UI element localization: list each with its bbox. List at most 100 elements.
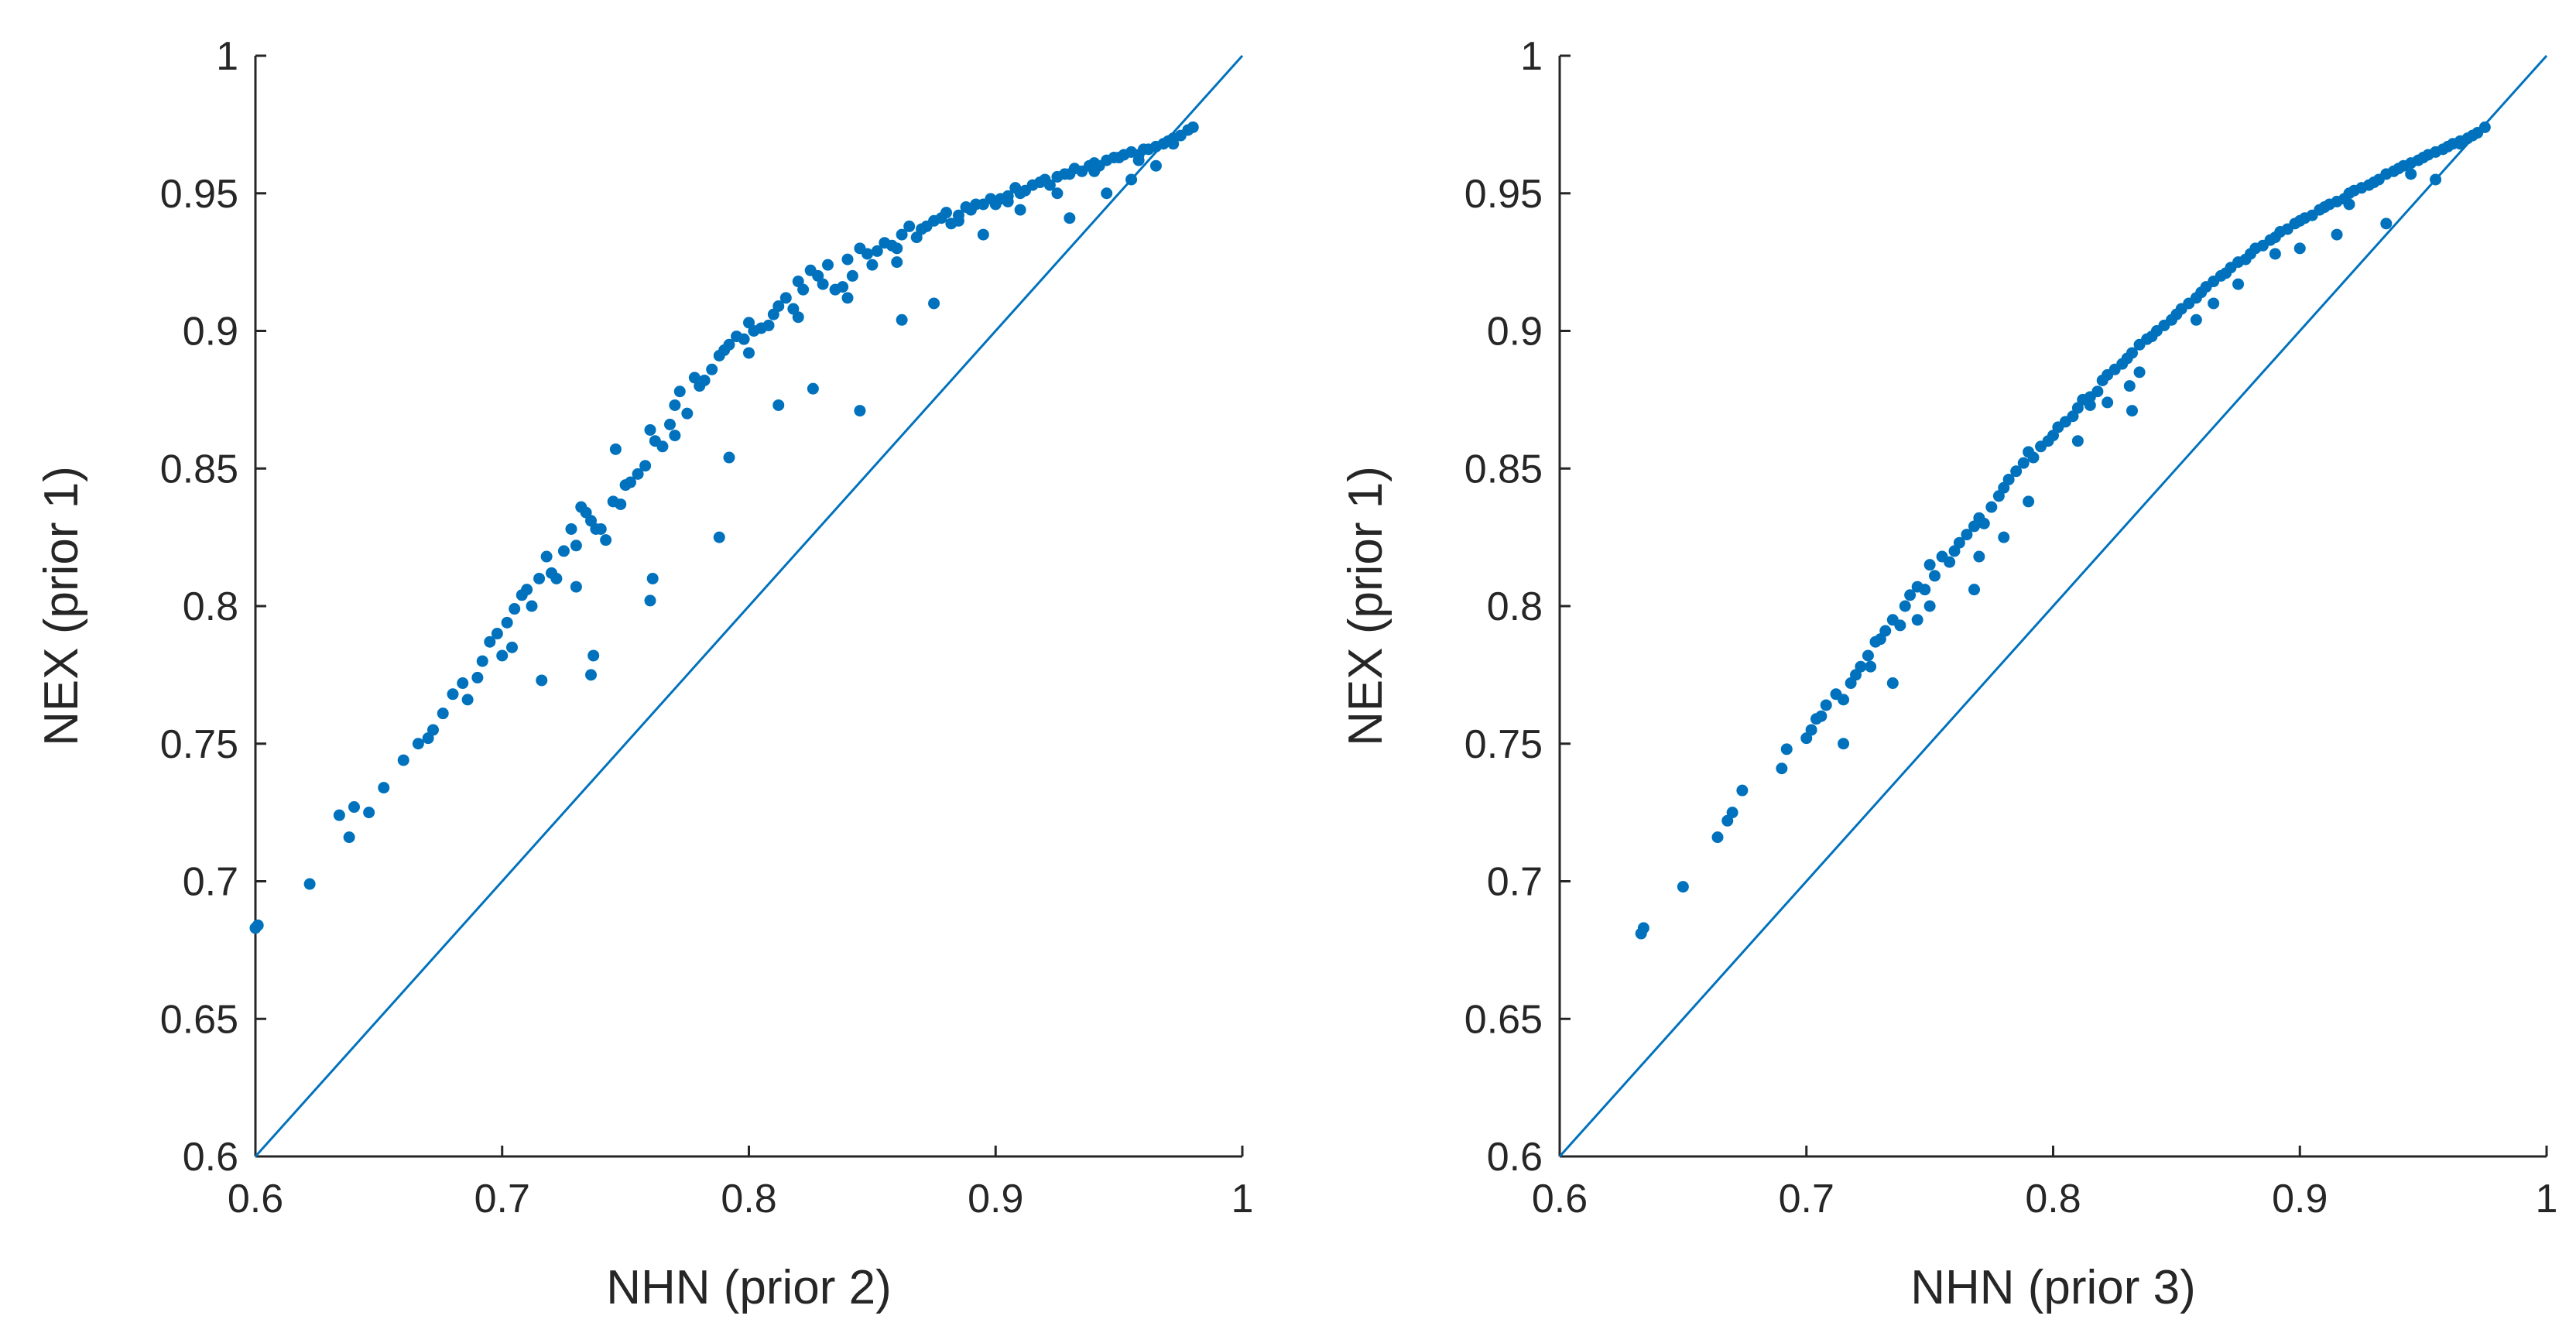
scatter-point	[822, 259, 834, 271]
scatter-point	[1736, 784, 1749, 797]
scatter-point	[565, 522, 577, 535]
scatter-point	[378, 782, 390, 794]
scatter-point	[891, 242, 903, 255]
scatter-point	[521, 584, 533, 596]
scatter-point	[491, 628, 503, 640]
scatter-point	[1064, 212, 1076, 224]
scatter-point	[2126, 347, 2138, 359]
x-tick-label: 0.8	[721, 1177, 776, 1221]
scatter-point	[1911, 614, 1923, 626]
x-tick-label: 0.9	[2272, 1177, 2328, 1221]
scatter-point	[632, 468, 644, 480]
scatter-point	[772, 300, 785, 313]
scatter-point	[2454, 138, 2466, 150]
scatter-point	[2126, 405, 2138, 417]
scatter-point	[2380, 218, 2393, 230]
scatter-point	[837, 281, 849, 293]
scatter-point	[333, 809, 345, 821]
y-tick-label: 0.7	[1487, 860, 1543, 905]
scatter-point	[1125, 173, 1138, 186]
scatter-point	[2010, 465, 2023, 478]
scatter-point	[2293, 242, 2306, 255]
scatter-point	[1815, 710, 1828, 722]
scatter-point	[1886, 677, 1899, 690]
scatter-panel-left: 0.6 0.7 0.8 0.9 1 0.6 0.65 0.7 0.75 0.8 0.85 0.9 0.9…	[35, 34, 1253, 1314]
scatter-point	[2232, 278, 2245, 290]
scatter-point	[1944, 556, 1956, 568]
scatter-point	[2331, 228, 2343, 241]
scatter-point	[1899, 600, 1911, 612]
scatter-point	[501, 616, 513, 629]
scatter-point	[1776, 762, 1788, 775]
scatter-point	[2123, 380, 2136, 392]
scatter-point	[723, 338, 735, 351]
y-tick-label: 0.95	[160, 172, 238, 217]
x-tick-label: 0.9	[968, 1177, 1023, 1221]
scatter-point	[540, 550, 553, 563]
scatter-point	[2027, 451, 2040, 464]
scatter-point	[550, 572, 563, 584]
x-tick-label: 0.6	[228, 1177, 283, 1221]
scatter-point	[1923, 559, 1936, 571]
scatter-point	[557, 545, 570, 557]
y-axis-label: NEX (prior 1)	[1339, 466, 1392, 746]
scatter-point	[807, 382, 819, 395]
scatter-point	[2084, 391, 2096, 403]
x-axis-label: NHN (prior 3)	[1910, 1261, 2196, 1314]
scatter-point	[348, 801, 360, 814]
scatter-point	[2190, 313, 2202, 326]
scatter-point	[723, 451, 735, 464]
scatter-point	[1637, 922, 1649, 934]
scatter-point	[397, 754, 409, 766]
scatter-point	[940, 207, 952, 219]
scatter-point	[1051, 187, 1064, 200]
scatter-point	[871, 245, 883, 257]
scatter-point	[457, 677, 469, 690]
scatter-point	[1167, 138, 1180, 150]
scatter-point	[644, 594, 656, 607]
scatter-point	[2208, 297, 2220, 310]
scatter-point	[1998, 531, 2010, 543]
scatter-point	[1985, 501, 1998, 513]
scatter-point	[2102, 396, 2114, 409]
scatter-point	[252, 919, 264, 931]
scatter-point	[533, 572, 546, 584]
scatter-point	[743, 347, 755, 359]
scatter-point	[1855, 660, 1867, 673]
scatter-point	[738, 333, 750, 345]
scatter-point	[471, 671, 484, 683]
y-tick-label: 0.6	[1487, 1135, 1543, 1180]
scatter-point	[476, 655, 488, 667]
scatter-point	[1978, 517, 1990, 529]
y-tick-label: 0.75	[160, 722, 238, 767]
y-tick-label: 1	[1520, 34, 1543, 79]
y-tick-label: 0.75	[1464, 722, 1543, 767]
scatter-point	[506, 641, 518, 653]
scatter-point	[1088, 165, 1101, 177]
y-axis-label: NEX (prior 1)	[35, 466, 88, 746]
scatter-point	[587, 649, 600, 662]
y-tick-label: 0.7	[183, 860, 238, 905]
y-tick-label: 0.65	[1464, 997, 1543, 1042]
scatter-point	[792, 311, 804, 324]
scatter-point	[1961, 529, 1973, 541]
y-tick-label: 0.8	[183, 584, 238, 629]
scatter-point	[1805, 724, 1817, 736]
scatter-point	[1101, 187, 1113, 200]
scatter-point	[772, 399, 785, 411]
scatter-point	[673, 385, 686, 398]
scatter-point	[1780, 743, 1793, 755]
y-tick-label: 0.9	[183, 310, 238, 355]
scatter-point	[496, 649, 509, 662]
scatter-point	[1711, 831, 1724, 844]
scatter-point	[1187, 121, 1199, 133]
scatter-point	[447, 688, 459, 701]
scatter-point	[817, 278, 829, 290]
scatter-point	[303, 878, 316, 890]
scatter-point	[2023, 495, 2035, 508]
scatter-point	[866, 259, 879, 271]
scatter-point	[646, 572, 659, 584]
x-tick-label: 1	[1231, 1177, 1254, 1221]
scatter-point	[594, 522, 607, 535]
scatter-point	[681, 407, 694, 420]
